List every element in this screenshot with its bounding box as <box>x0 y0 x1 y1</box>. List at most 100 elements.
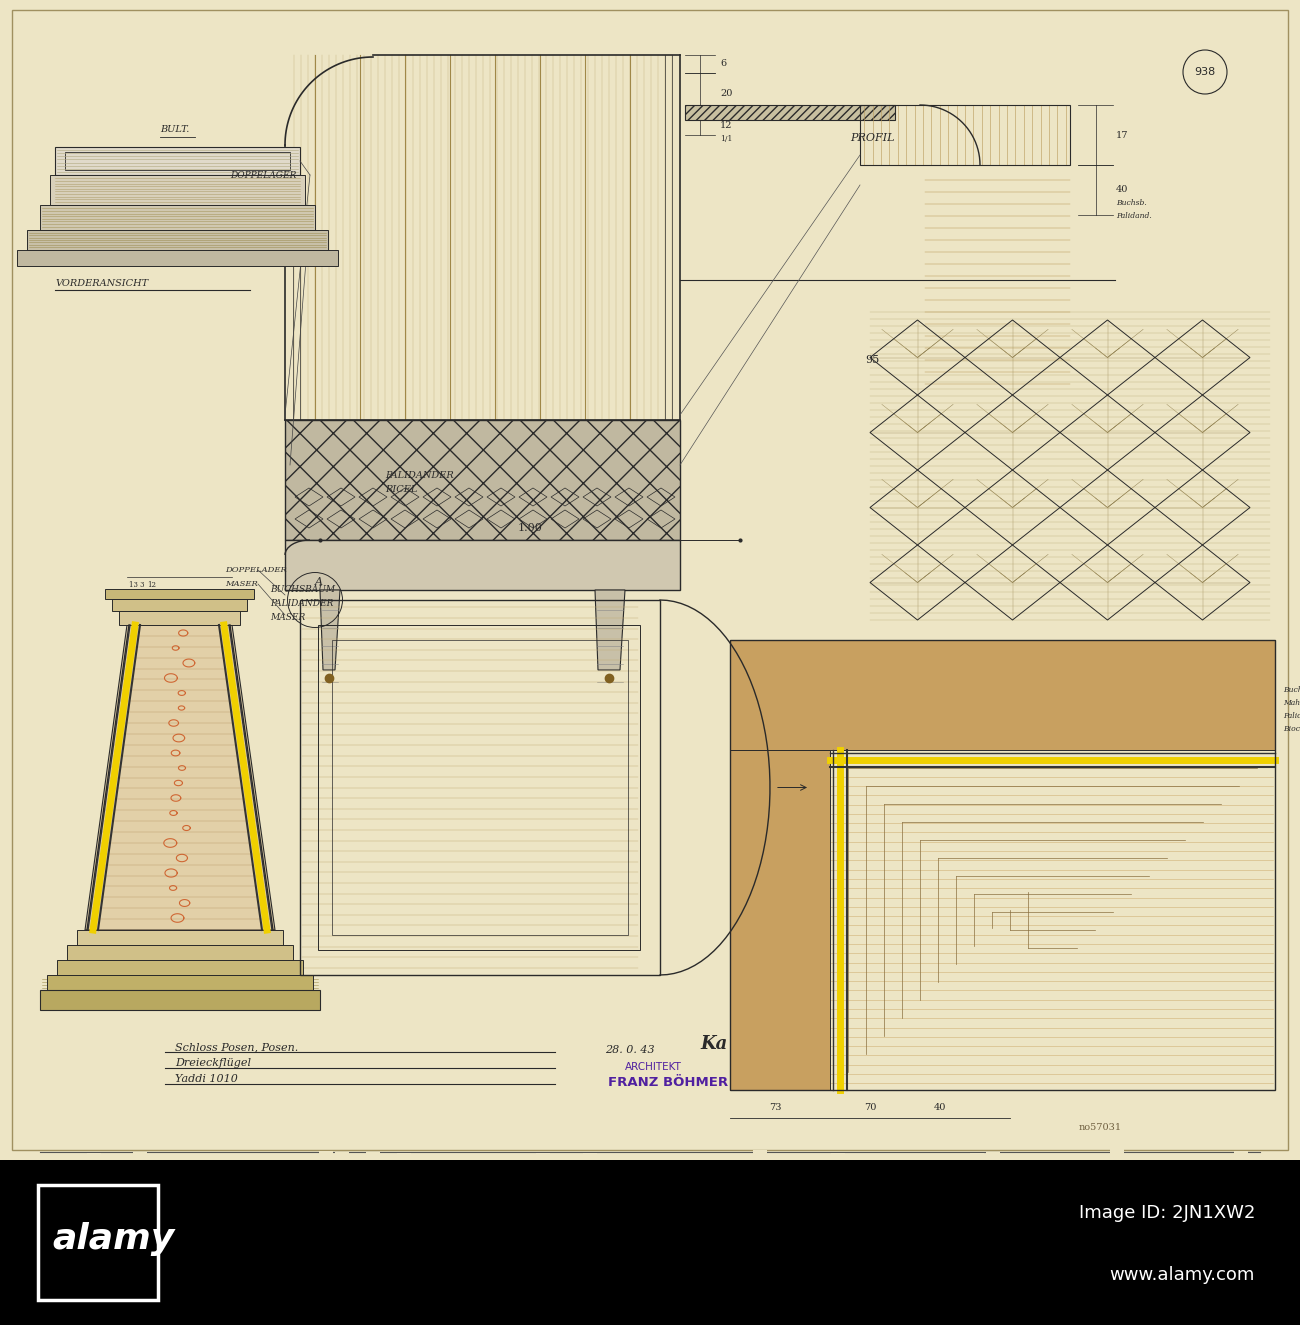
Bar <box>731 750 829 1090</box>
Bar <box>101 1157 116 1167</box>
Bar <box>1265 1155 1278 1167</box>
Bar <box>303 1154 317 1166</box>
Bar <box>862 1162 875 1173</box>
Bar <box>396 1153 411 1169</box>
Text: DOPPELADER: DOPPELADER <box>225 566 287 574</box>
Bar <box>47 975 313 990</box>
Bar <box>551 1154 566 1166</box>
Text: Ka: Ka <box>699 1035 727 1053</box>
Polygon shape <box>595 590 625 670</box>
Text: 40: 40 <box>1115 186 1128 195</box>
Bar <box>800 1155 814 1169</box>
Bar <box>861 105 1070 166</box>
Bar <box>318 1151 333 1166</box>
Text: RICEL: RICEL <box>385 485 417 494</box>
Text: DOPPELAGER: DOPPELAGER <box>230 171 296 179</box>
Bar <box>72 1159 84 1171</box>
Bar <box>1079 1161 1092 1177</box>
Bar <box>815 1157 829 1171</box>
Text: Biocabais: Biocabais <box>1283 725 1300 733</box>
Bar <box>300 600 660 975</box>
Bar <box>381 1154 395 1169</box>
Bar <box>645 1163 659 1175</box>
Bar <box>40 205 315 231</box>
Bar <box>1218 1157 1232 1171</box>
Bar <box>831 1153 845 1166</box>
Text: ARCHITEKT: ARCHITEKT <box>625 1063 682 1072</box>
Text: 73: 73 <box>768 1104 781 1113</box>
Bar <box>753 1150 767 1166</box>
Text: BUCHSBAUM: BUCHSBAUM <box>270 586 335 595</box>
Text: Mahagoni: Mahagoni <box>1283 700 1300 708</box>
Bar <box>164 1162 178 1174</box>
Bar <box>706 1157 720 1169</box>
Bar <box>768 1157 783 1169</box>
Bar <box>1063 1155 1076 1167</box>
Bar <box>148 1161 162 1175</box>
Text: 28. 0. 43: 28. 0. 43 <box>604 1045 655 1055</box>
Bar <box>112 599 247 611</box>
Bar <box>195 1161 209 1171</box>
Text: 13 3: 13 3 <box>129 580 144 590</box>
Bar <box>676 1161 689 1173</box>
Text: www.alamy.com: www.alamy.com <box>1110 1267 1254 1284</box>
Bar <box>731 640 1275 1090</box>
Bar <box>1109 1149 1123 1165</box>
Bar <box>846 1161 861 1174</box>
Text: 70: 70 <box>863 1104 876 1113</box>
Text: Yaddi 1010: Yaddi 1010 <box>176 1075 238 1084</box>
Bar <box>40 990 320 1010</box>
Bar <box>907 1162 922 1173</box>
Polygon shape <box>84 625 276 930</box>
Bar <box>1017 1155 1031 1167</box>
Bar <box>289 1163 302 1175</box>
Bar <box>318 625 640 950</box>
Text: Palidand.: Palidand. <box>1115 212 1152 220</box>
Bar <box>722 1158 736 1171</box>
Bar <box>55 147 300 175</box>
Bar <box>520 1158 534 1171</box>
Bar <box>954 1163 968 1175</box>
Bar <box>1124 1157 1139 1171</box>
Polygon shape <box>320 590 341 670</box>
Bar <box>1001 1157 1015 1170</box>
Bar <box>242 1159 256 1173</box>
Bar <box>1048 1154 1062 1167</box>
Bar <box>985 1151 1000 1166</box>
Text: BULT.: BULT. <box>160 126 190 135</box>
Bar <box>504 1157 519 1173</box>
Bar <box>87 1153 100 1167</box>
Bar <box>737 1159 751 1171</box>
Bar <box>614 1159 628 1169</box>
Bar <box>567 1154 581 1169</box>
Bar <box>365 1153 380 1167</box>
Bar <box>226 1158 240 1170</box>
Bar <box>133 1151 147 1165</box>
Bar <box>582 1153 597 1166</box>
Bar <box>443 1163 458 1175</box>
Text: PROFIL: PROFIL <box>850 132 894 143</box>
Text: 1/1: 1/1 <box>720 135 732 143</box>
Bar <box>459 1154 472 1170</box>
Bar <box>68 945 292 961</box>
Text: 6: 6 <box>720 60 727 69</box>
Bar <box>285 420 680 541</box>
Text: 20: 20 <box>720 90 732 98</box>
Bar <box>56 1158 69 1173</box>
Text: A: A <box>315 576 322 587</box>
Bar <box>120 611 240 625</box>
Text: 1.00: 1.00 <box>517 523 542 533</box>
Text: Dreieckflügel: Dreieckflügel <box>176 1057 251 1068</box>
Bar <box>285 541 680 590</box>
Bar <box>428 1159 442 1170</box>
Bar <box>65 152 290 170</box>
Text: Palidander: Palidander <box>1283 712 1300 719</box>
Text: VORDERANSICHT: VORDERANSICHT <box>55 280 148 289</box>
Bar <box>1032 1162 1046 1173</box>
Text: PALIDANDER: PALIDANDER <box>270 599 333 608</box>
Bar <box>1187 1163 1201 1174</box>
Bar <box>117 1158 131 1173</box>
Bar <box>685 105 894 121</box>
Text: alamy: alamy <box>52 1222 174 1256</box>
Text: Buchsb.: Buchsb. <box>1115 199 1147 207</box>
